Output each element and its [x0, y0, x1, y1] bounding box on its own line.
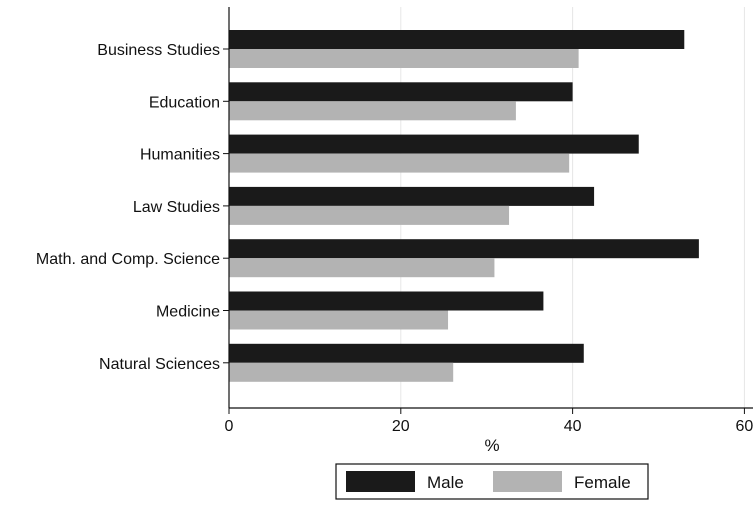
- axes: 0 20 40 60: [223, 7, 753, 435]
- bar-male-6: [229, 343, 584, 363]
- category-label-4: Math. and Comp. Science: [36, 251, 220, 268]
- category-labels: Business Studies Education Humanities Law S…: [36, 42, 220, 373]
- category-label-3: Law Studies: [133, 199, 220, 216]
- legend-label-male: Male: [427, 473, 464, 492]
- legend-swatch-female: [493, 471, 562, 492]
- bars: [229, 30, 699, 382]
- bar-female-1: [229, 101, 516, 121]
- bar-male-2: [229, 134, 639, 154]
- bar-female-5: [229, 310, 449, 330]
- bar-male-4: [229, 239, 699, 259]
- bar-male-5: [229, 291, 544, 311]
- category-label-6: Natural Sciences: [99, 356, 220, 373]
- bar-female-2: [229, 153, 570, 173]
- x-tick-label-1: 20: [392, 418, 410, 435]
- bar-female-6: [229, 362, 454, 382]
- legend-label-female: Female: [574, 473, 631, 492]
- x-tick-label-3: 60: [736, 418, 754, 435]
- category-label-5: Medicine: [156, 304, 220, 321]
- bar-male-1: [229, 82, 573, 102]
- category-label-1: Education: [149, 94, 220, 111]
- bar-female-3: [229, 205, 510, 225]
- legend: Male Female: [335, 463, 649, 500]
- category-label-0: Business Studies: [97, 42, 220, 59]
- bar-female-4: [229, 258, 495, 278]
- category-label-2: Humanities: [140, 147, 220, 164]
- legend-swatch-male: [346, 471, 415, 492]
- bar-male-0: [229, 30, 685, 49]
- bar-male-3: [229, 186, 595, 206]
- x-axis-title: %: [484, 436, 499, 455]
- x-tick-label-0: 0: [225, 418, 234, 435]
- bar-female-0: [229, 49, 579, 68]
- x-tick-label-2: 40: [564, 418, 582, 435]
